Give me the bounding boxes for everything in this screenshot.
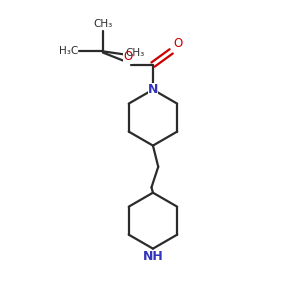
Text: O: O [123, 50, 133, 63]
Text: CH₃: CH₃ [125, 48, 144, 58]
Text: H₃C: H₃C [58, 46, 78, 56]
Text: N: N [148, 83, 158, 96]
Text: NH: NH [142, 250, 163, 263]
Text: CH₃: CH₃ [93, 19, 112, 29]
Text: O: O [174, 37, 183, 50]
